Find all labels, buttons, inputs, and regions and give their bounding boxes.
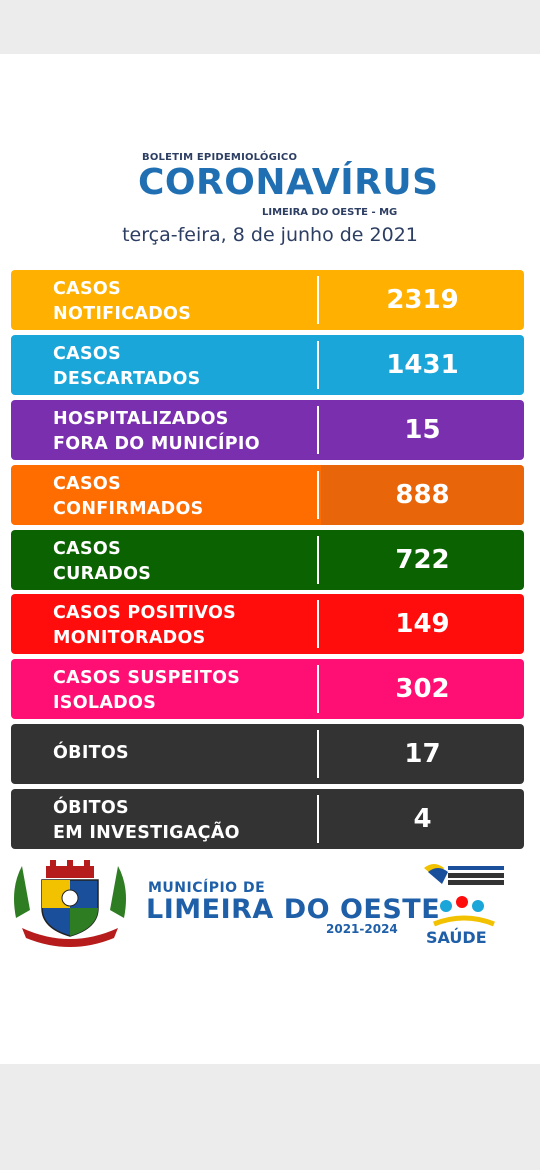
row-divider <box>317 276 319 324</box>
term-years: 2021-2024 <box>326 922 398 936</box>
row-value: 17 <box>404 739 441 769</box>
place-label: LIMEIRA DO OESTE - MG <box>262 207 398 218</box>
row-label: ÓBITOS EM INVESTIGAÇÃO <box>53 798 240 843</box>
pre-title: BOLETIM EPIDEMIOLÓGICO <box>142 152 298 163</box>
saude-label: SAÚDE <box>426 928 487 947</box>
row-label: CASOS DESCARTADOS <box>53 344 201 389</box>
row-label: CASOS SUSPEITOS ISOLADOS <box>53 668 241 713</box>
row-value: 302 <box>395 674 450 704</box>
bulletin-sheet: BOLETIM EPIDEMIOLÓGICO CORONAVÍRUS LIMEI… <box>0 54 540 1064</box>
row-hospitalizados: HOSPITALIZADOS FORA DO MUNICÍPIO 15 <box>11 400 524 460</box>
row-label: CASOS CONFIRMADOS <box>53 474 204 519</box>
row-descartados: CASOS DESCARTADOS 1431 <box>11 335 524 395</box>
coat-of-arms-icon <box>8 858 132 952</box>
row-divider <box>317 730 319 778</box>
bulletin-date: terça-feira, 8 de junho de 2021 <box>122 224 418 246</box>
row-value: 888 <box>321 465 524 525</box>
city-logo-icon <box>418 858 510 934</box>
row-notificados: CASOS NOTIFICADOS 2319 <box>11 270 524 330</box>
row-suspeitos: CASOS SUSPEITOS ISOLADOS 302 <box>11 659 524 719</box>
municipio-name: LIMEIRA DO OESTE <box>146 894 441 925</box>
row-divider <box>317 406 319 454</box>
row-label: CASOS NOTIFICADOS <box>53 279 192 324</box>
row-value: 15 <box>404 415 441 445</box>
row-divider <box>317 665 319 713</box>
row-label: CASOS CURADOS <box>53 539 152 584</box>
row-divider <box>317 536 319 584</box>
footer: MUNICÍPIO DE LIMEIRA DO OESTE 2021-2024 … <box>0 852 540 962</box>
row-divider <box>317 471 319 519</box>
row-monitorados: CASOS POSITIVOS MONITORADOS 149 <box>11 594 524 654</box>
row-label: HOSPITALIZADOS FORA DO MUNICÍPIO <box>53 409 260 454</box>
row-value: 722 <box>395 545 450 575</box>
row-value: 1431 <box>386 350 459 380</box>
row-divider <box>317 341 319 389</box>
row-label: ÓBITOS <box>53 743 129 763</box>
row-value: 4 <box>413 804 432 834</box>
row-label: CASOS POSITIVOS MONITORADOS <box>53 603 237 648</box>
row-value: 2319 <box>386 285 459 315</box>
row-curados: CASOS CURADOS 722 <box>11 530 524 590</box>
row-obitos: ÓBITOS 17 <box>11 724 524 784</box>
row-value: 149 <box>395 609 450 639</box>
row-divider <box>317 795 319 843</box>
municipio-label: MUNICÍPIO DE <box>148 880 266 896</box>
row-confirmados: CASOS CONFIRMADOS 888 <box>11 465 524 525</box>
row-divider <box>317 600 319 648</box>
page-title: CORONAVÍRUS <box>138 162 439 203</box>
row-obitos-investigacao: ÓBITOS EM INVESTIGAÇÃO 4 <box>11 789 524 849</box>
